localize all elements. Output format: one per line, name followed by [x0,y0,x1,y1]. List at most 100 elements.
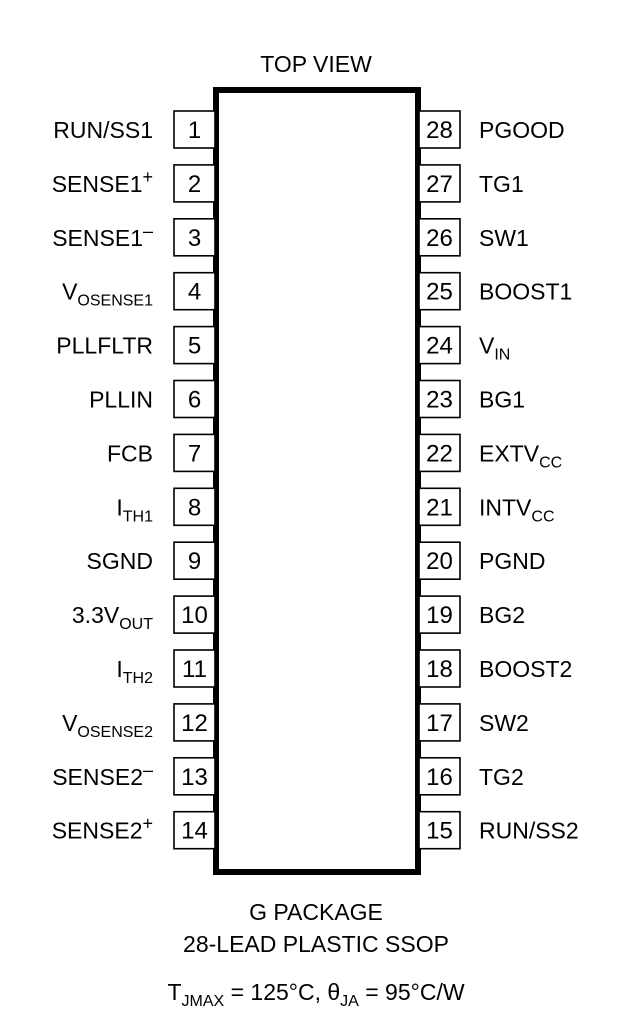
pin-5: 5 PLLFLTR [56,325,216,365]
pin-box [173,649,216,688]
pin-label-subscript: OUT [119,616,153,633]
pin-label: RUN/SS1 [53,117,153,143]
pin-box [418,325,461,365]
pin-label: SENSE1+ [52,167,153,197]
pin-24: 24 VIN [418,325,510,365]
pin-box [418,810,461,850]
pin-number: 28 [426,117,453,144]
pin-label: SENSE2+ [52,814,153,844]
pin-16: 16 TG2 [418,756,524,796]
pin-23: 23 BG1 [418,379,525,419]
pin-box [418,541,461,581]
pin-label-superscript: – [143,760,153,780]
pin-label-text: V [62,710,78,736]
package-name: G PACKAGE [249,899,383,925]
pin-box [418,271,461,311]
pin-label-superscript: + [142,167,153,187]
thermal-t-value: = 125°C, [224,979,327,1005]
pin-number: 23 [426,387,453,414]
pin-label-text: TG1 [479,171,524,197]
pin-label-subscript: TH1 [123,508,153,525]
package-description: 28-LEAD PLASTIC SSOP [183,931,449,957]
pin-box [418,595,461,634]
pin-label-subscript: OSENSE1 [77,293,153,310]
pin-label-text: I [116,494,122,520]
pin-18: 18 BOOST2 [418,649,572,688]
pin-label-superscript: + [142,814,153,834]
pin-label-text: I [116,656,122,682]
pin-box [173,756,216,796]
pin-label-text: SW2 [479,710,529,736]
pin-label-text: FCB [107,440,153,466]
thermal-theta-value: = 95°C/W [359,979,465,1005]
ic-body [213,87,421,875]
pin-box [418,433,461,473]
top-view-label: TOP VIEW [260,51,372,77]
pin-label: SGND [87,548,153,574]
pin-10: 10 3.3VOUT [72,595,216,634]
pin-box [173,110,216,149]
pin-label-subscript: CC [539,454,562,471]
pin-28: 28 PGOOD [418,110,565,149]
thermal-theta-sub: JA [340,993,359,1010]
pin-label: SENSE1– [52,221,153,251]
pin-box [173,325,216,365]
pin-label-text: BG2 [479,602,525,628]
pin-13: 13 SENSE2– [52,756,216,796]
pin-label-subscript: OSENSE2 [77,724,153,741]
pin-number: 2 [188,171,201,198]
pin-label: PGOOD [479,117,565,143]
pin-box [418,649,461,688]
pin-box [173,595,216,634]
pin-label: SW1 [479,225,529,251]
pin-label-text: BG1 [479,387,525,413]
pin-number: 15 [426,818,453,845]
pin-14: 14 SENSE2+ [52,810,216,850]
pin-label-text: PGOOD [479,117,565,143]
pin-label: PGND [479,548,545,574]
pin-label: TG2 [479,764,524,790]
pin-label-text: SENSE1 [52,225,143,251]
pin-label: PLLIN [89,387,153,413]
pin-number: 16 [426,764,453,791]
pin-box [173,271,216,311]
pin-box [173,433,216,473]
pin-number: 20 [426,548,453,575]
pin-label-text: INTV [479,494,532,520]
pin-number: 8 [188,494,201,521]
pin-label-superscript: – [143,221,153,241]
pin-label-subscript: IN [494,347,510,364]
pin-box [173,379,216,419]
pin-number: 5 [188,333,201,360]
pin-number: 12 [181,710,208,737]
pin-11: 11 ITH2 [116,649,216,688]
pin-number: 22 [426,440,453,467]
pin-number: 17 [426,710,453,737]
pin-label-text: RUN/SS1 [53,117,153,143]
pin-label: PLLFLTR [56,333,153,359]
pin-label: ITH2 [116,656,153,687]
pin-label-text: BOOST2 [479,656,572,682]
pin-number: 24 [426,333,453,360]
pin-number: 11 [182,656,207,683]
pin-label-text: SW1 [479,225,529,251]
pin-label: SENSE2– [52,760,153,790]
pin-label-text: PLLIN [89,387,153,413]
pin-label: VOSENSE2 [62,710,153,741]
pin-label-text: PGND [479,548,545,574]
pin-label-text: BOOST1 [479,279,572,305]
thermal-t-sub: JMAX [182,993,225,1010]
pin-label: RUN/SS2 [479,818,579,844]
pin-21: 21 INTVCC [418,487,555,527]
pin-3: 3 SENSE1– [52,218,216,257]
pin-17: 17 SW2 [418,703,529,742]
pin-label-text: 3.3V [72,602,120,628]
pin-number: 25 [426,279,453,306]
pin-label: INTVCC [479,494,555,525]
pin-25: 25 BOOST1 [418,271,572,311]
pins-group: 1RUN/SS12SENSE1+3SENSE1–4VOSENSE15PLLFLT… [52,110,579,850]
pin-20: 20 PGND [418,541,545,581]
pin-number: 27 [426,171,453,198]
pin-label: BOOST2 [479,656,572,682]
